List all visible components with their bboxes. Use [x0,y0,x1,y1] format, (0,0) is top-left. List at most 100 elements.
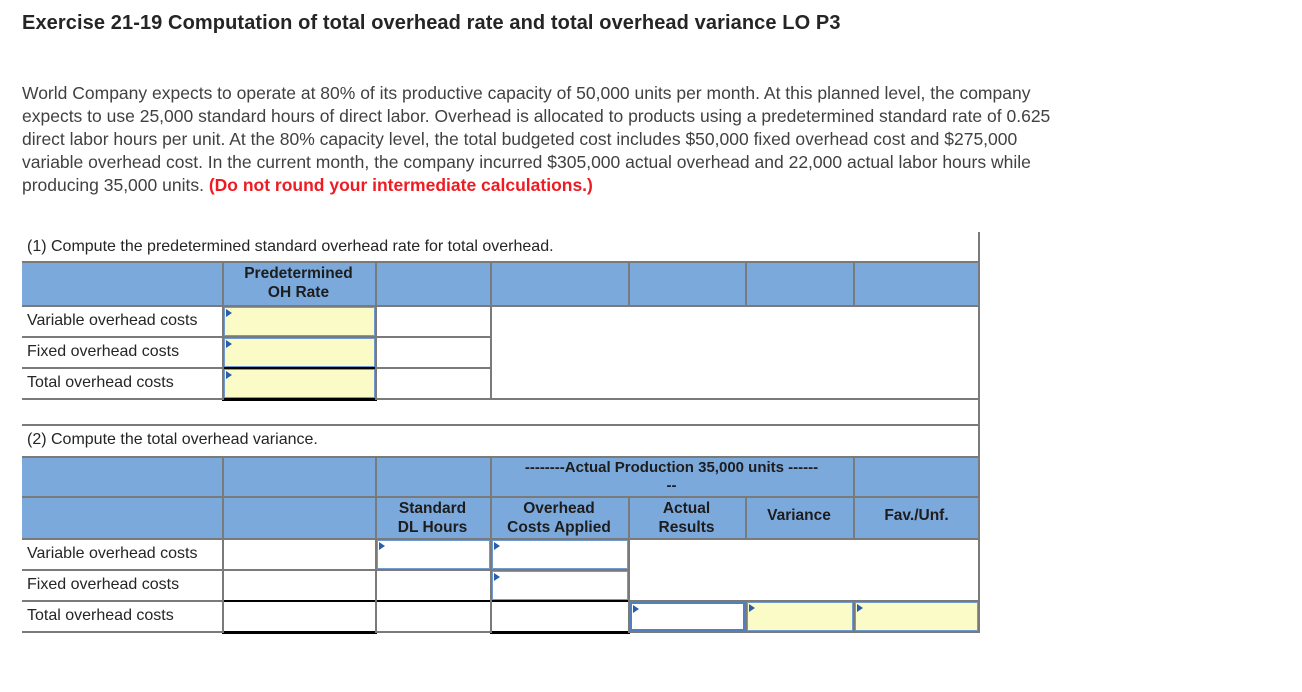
gridline [628,538,630,602]
part2-row-label-total: Total overhead costs [27,607,174,624]
gridline [222,496,224,540]
header-line: Results [658,519,715,536]
part1-row-label-total: Total overhead costs [27,374,174,391]
header-line: Standard [398,500,467,517]
cell-flag-icon [226,309,232,317]
gridline [745,496,747,540]
part2-row-label-fixed: Fixed overhead costs [27,576,180,593]
part2-row-label-variable: Variable overhead costs [27,545,198,562]
header-line: OH Rate [267,284,330,301]
cell-flag-icon [749,604,755,612]
gridline [853,261,855,307]
part2-col-header-fav-unf: Fav./Unf. [884,507,949,524]
problem-line: expects to use 25,000 standard hours of … [22,106,1051,126]
gridline [22,398,980,400]
gridline [628,496,630,540]
input-fixed-oh-rate[interactable] [224,338,375,367]
problem-line: variable overhead cost. In the current m… [22,152,1031,172]
cell-flag-icon [379,542,385,550]
problem-line-text: producing 35,000 units. [22,175,209,195]
header-line: DL Hours [397,519,468,536]
problem-line: World Company expects to operate at 80% … [22,83,1031,103]
gridline [628,261,630,307]
header-line: Costs Applied [507,519,611,536]
gridline [375,305,377,400]
part1-row-label-fixed: Fixed overhead costs [27,343,180,360]
part1-caption: (1) Compute the predetermined standard o… [27,238,554,255]
total-rule-line [222,367,377,369]
part1-row-label-variable: Variable overhead costs [27,312,198,329]
input-variable-overhead-costs-applied[interactable] [492,540,628,569]
gridline [853,456,855,498]
banner-line: -- [666,477,677,494]
part2-caption: (2) Compute the total overhead variance. [27,431,318,448]
cell-flag-icon [226,340,232,348]
gridline [490,261,492,307]
input-total-variance[interactable] [747,602,853,631]
cell-flag-icon [633,605,639,613]
gridline [745,261,747,307]
total-rule-line [222,631,377,634]
gridline [22,538,980,540]
worksheet: (1) Compute the predetermined standard o… [22,232,984,636]
gridline [222,261,224,307]
gridline [375,261,377,307]
gridline [22,261,980,263]
table-right-border [978,232,980,633]
cell-flag-icon [494,573,500,581]
gridline [853,496,855,540]
gridline [745,600,747,633]
part2-col-header-standard-dl-hours: Standard DL Hours [375,496,490,538]
input-variable-standard-dl-hours[interactable] [377,540,490,569]
do-not-round-note: (Do not round your intermediate calculat… [208,175,593,195]
input-fixed-overhead-costs-applied[interactable] [492,571,628,600]
total-rule-line [222,398,377,401]
gridline [375,538,377,602]
page-title: Exercise 21-19 Computation of total over… [22,12,841,34]
gridline [22,336,490,338]
problem-line: producing 35,000 units. (Do not round yo… [22,174,1050,197]
gridline [490,538,492,602]
cell-flag-icon [226,371,232,379]
gridline [22,456,980,458]
gridline [853,600,855,633]
problem-statement: World Company expects to operate at 80% … [22,82,1050,197]
part2-banner-band [22,456,980,498]
gridline [222,456,224,498]
part2-col-header-variance: Variance [767,507,831,524]
gridline [22,496,980,498]
input-total-actual-results[interactable] [630,602,745,631]
gridline [375,496,377,540]
gridline [222,600,224,633]
part2-col-header-actual-results: Actual Results [628,496,745,538]
input-variable-oh-rate[interactable] [224,307,375,336]
gridline [22,569,628,571]
input-total-oh-rate[interactable] [224,369,375,398]
gridline [490,496,492,540]
gridline [628,600,630,633]
input-total-fav-unf[interactable] [855,602,978,631]
header-line: Predetermined [244,265,353,282]
cell-flag-icon [857,604,863,612]
part1-col-header-predetermined-oh-rate: Predetermined OH Rate [222,261,375,305]
gridline [22,305,980,307]
part2-col-header-overhead-costs-applied: Overhead Costs Applied [490,496,628,538]
gridline [490,456,492,498]
cell-flag-icon [494,542,500,550]
banner-line: --------Actual Production 35,000 units -… [524,459,819,476]
actual-production-banner: --------Actual Production 35,000 units -… [490,456,853,496]
total-rule-line [222,600,630,602]
problem-line: direct labor hours per unit. At the 80% … [22,129,1018,149]
part2-header-band [22,496,980,540]
header-line: Actual [662,500,711,517]
gridline [222,538,224,602]
gridline [490,600,492,633]
gridline [490,305,492,400]
part1-header-band [22,261,980,307]
header-line: Overhead [523,500,595,517]
gridline [375,600,377,633]
gridline [375,456,377,498]
gridline [222,305,224,400]
total-rule-line [490,631,630,634]
